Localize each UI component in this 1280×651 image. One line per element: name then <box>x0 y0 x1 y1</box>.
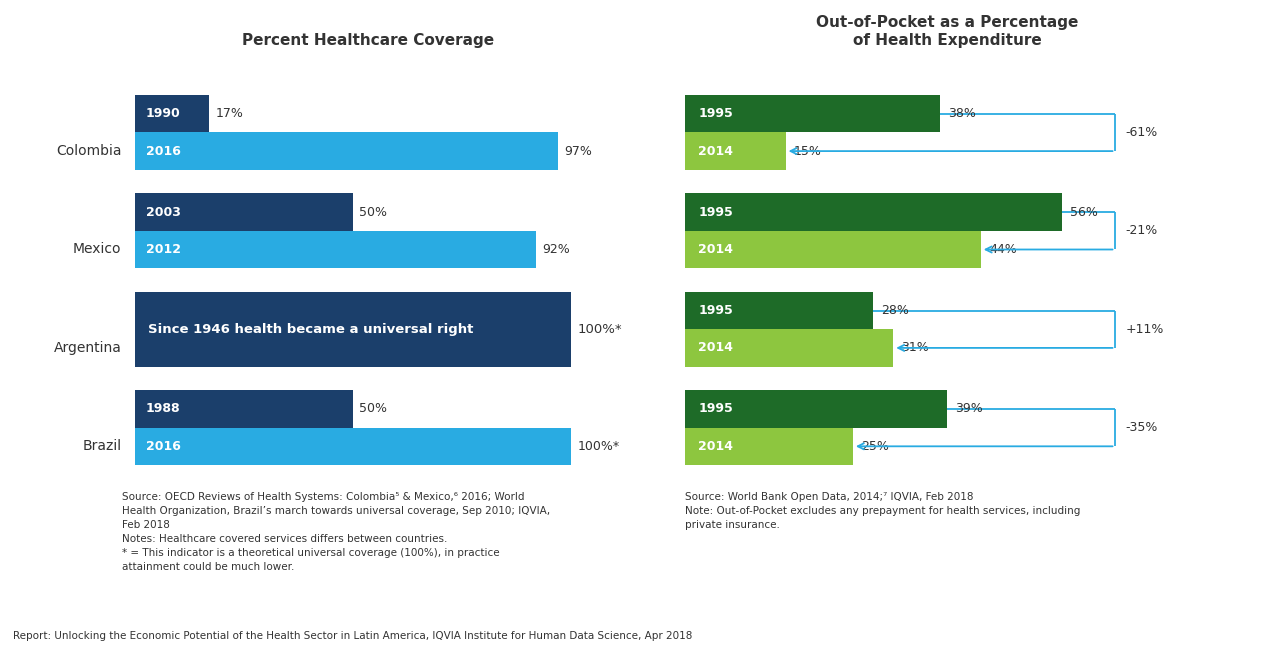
Bar <box>134 390 353 428</box>
Text: 1995: 1995 <box>699 107 733 120</box>
Bar <box>685 231 980 268</box>
Bar <box>685 193 1061 231</box>
Text: 1995: 1995 <box>699 206 733 219</box>
Text: 39%: 39% <box>955 402 983 415</box>
Text: 2012: 2012 <box>146 243 180 256</box>
Text: 100%*: 100%* <box>577 323 622 336</box>
Text: 1995: 1995 <box>699 402 733 415</box>
Bar <box>134 132 558 170</box>
Text: 31%: 31% <box>901 341 929 354</box>
Bar <box>134 193 353 231</box>
Title: Percent Healthcare Coverage: Percent Healthcare Coverage <box>242 33 494 48</box>
Bar <box>134 231 536 268</box>
Text: 2014: 2014 <box>699 341 733 354</box>
Text: 38%: 38% <box>948 107 977 120</box>
Text: 50%: 50% <box>360 402 388 415</box>
Text: 1995: 1995 <box>699 304 733 317</box>
Text: Colombia: Colombia <box>56 144 122 158</box>
Bar <box>685 428 852 465</box>
Bar <box>134 292 571 367</box>
Text: Brazil: Brazil <box>82 439 122 453</box>
Text: Since 1946 health became a universal right: Since 1946 health became a universal rig… <box>147 323 474 336</box>
Text: 15%: 15% <box>794 145 822 158</box>
Bar <box>685 132 786 170</box>
Bar <box>134 95 209 132</box>
Text: 92%: 92% <box>543 243 570 256</box>
Text: 1990: 1990 <box>146 107 180 120</box>
Text: 44%: 44% <box>989 243 1016 256</box>
Text: 2014: 2014 <box>699 243 733 256</box>
Text: 100%*: 100%* <box>577 440 620 453</box>
Text: 25%: 25% <box>861 440 888 453</box>
Text: 2016: 2016 <box>146 145 180 158</box>
Text: 2003: 2003 <box>146 206 180 219</box>
Text: 2014: 2014 <box>699 145 733 158</box>
Text: +11%: +11% <box>1125 323 1164 336</box>
Text: Mexico: Mexico <box>73 243 122 256</box>
Bar <box>685 329 893 367</box>
Text: -35%: -35% <box>1125 421 1158 434</box>
Bar <box>134 428 571 465</box>
Title: Out-of-Pocket as a Percentage
of Health Expenditure: Out-of-Pocket as a Percentage of Health … <box>817 16 1078 48</box>
Text: -21%: -21% <box>1125 225 1157 238</box>
Text: 28%: 28% <box>881 304 909 317</box>
Bar <box>685 95 941 132</box>
Text: Source: OECD Reviews of Health Systems: Colombia⁵ & Mexico,⁶ 2016; World
Health : Source: OECD Reviews of Health Systems: … <box>122 492 549 572</box>
Text: 56%: 56% <box>1070 206 1097 219</box>
Text: 2016: 2016 <box>146 440 180 453</box>
Text: 2014: 2014 <box>699 440 733 453</box>
Text: 17%: 17% <box>215 107 243 120</box>
Text: 1988: 1988 <box>146 402 180 415</box>
Bar <box>685 390 947 428</box>
Text: Source: World Bank Open Data, 2014;⁷ IQVIA, Feb 2018
Note: Out-of-Pocket exclude: Source: World Bank Open Data, 2014;⁷ IQV… <box>685 492 1080 529</box>
Text: -61%: -61% <box>1125 126 1157 139</box>
Text: 97%: 97% <box>564 145 593 158</box>
Text: Report: Unlocking the Economic Potential of the Health Sector in Latin America, : Report: Unlocking the Economic Potential… <box>13 631 692 641</box>
Text: Argentina: Argentina <box>54 341 122 355</box>
Bar <box>685 292 873 329</box>
Text: 50%: 50% <box>360 206 388 219</box>
